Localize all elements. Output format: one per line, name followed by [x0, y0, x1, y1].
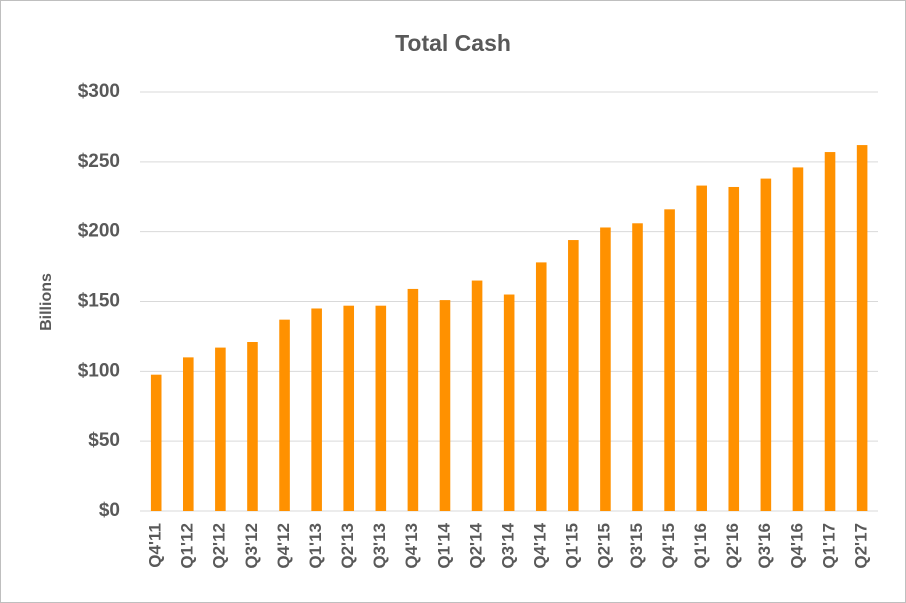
y-tick-label: $150: [78, 291, 120, 312]
y-tick-label: $50: [88, 430, 120, 451]
x-tick-label: Q1'13: [306, 523, 325, 569]
y-axis-title: Billions: [38, 273, 55, 331]
bar: [632, 223, 643, 511]
x-tick-label: Q4'13: [402, 523, 421, 569]
x-tick-label: Q1'14: [434, 522, 453, 568]
x-tick-label: Q2'13: [338, 523, 357, 569]
bar: [343, 305, 355, 511]
bar: [856, 145, 868, 511]
y-tick-label: $100: [78, 360, 120, 381]
bar: [728, 186, 740, 511]
bar: [279, 319, 290, 511]
x-tick-label: Q3'14: [498, 522, 517, 568]
bar: [150, 374, 162, 511]
bar: [182, 357, 194, 511]
bar: [375, 305, 387, 511]
y-tick-label: $250: [78, 151, 120, 172]
bar: [824, 152, 836, 511]
bar: [503, 294, 515, 511]
x-tick-label: Q4'16: [787, 523, 806, 569]
bar: [600, 227, 611, 511]
x-tick-label: Q1'15: [563, 523, 582, 569]
bar: [439, 300, 451, 511]
x-tick-label: Q2'15: [595, 523, 614, 569]
bar: [696, 185, 707, 511]
x-tick-label: Q2'17: [851, 523, 870, 569]
y-tick-label: $300: [78, 81, 120, 102]
x-tick-label: Q2'14: [466, 522, 485, 568]
x-tick-label: Q1'17: [819, 523, 838, 569]
bar: [664, 209, 675, 511]
bar: [215, 347, 226, 511]
x-tick-label: Q4'11: [146, 523, 165, 568]
x-tick-label: Q3'15: [627, 523, 646, 569]
bar: [760, 178, 772, 512]
x-tick-label: Q1'12: [178, 523, 197, 569]
x-tick-label: Q4'12: [274, 523, 293, 569]
y-tick-label: $200: [78, 221, 120, 242]
x-tick-label: Q2'16: [723, 523, 742, 569]
chart-title: Total Cash: [395, 30, 511, 56]
x-tick-label: Q2'12: [210, 523, 229, 569]
x-tick-label: Q1'16: [691, 523, 710, 569]
bar: [247, 342, 258, 511]
bar: [471, 280, 483, 511]
y-tick-label: $0: [99, 500, 120, 521]
bar: [535, 262, 547, 511]
bar: [311, 308, 322, 511]
x-tick-label: Q3'13: [370, 523, 389, 569]
x-tick-label: Q3'12: [242, 523, 261, 569]
bar: [568, 240, 579, 511]
x-tick-label: Q4'14: [531, 522, 550, 568]
x-tick-label: Q3'16: [755, 523, 774, 569]
bar: [407, 288, 419, 511]
bar: [792, 167, 804, 512]
x-tick-label: Q4'15: [659, 523, 678, 569]
